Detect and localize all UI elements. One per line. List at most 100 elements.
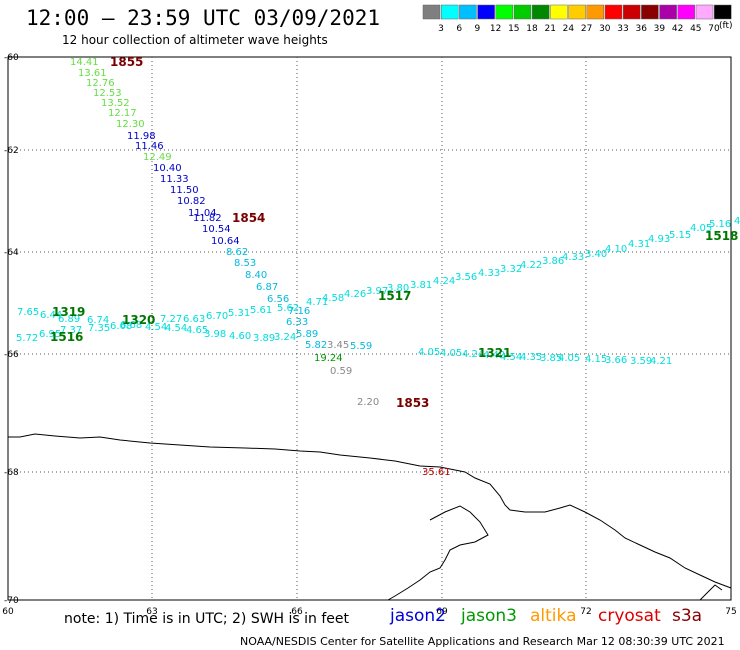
x-tick-label: 66 (291, 607, 303, 617)
wave-height-label: 13.61 (78, 68, 107, 79)
wave-height-label: 8.62 (226, 247, 248, 258)
coastline (8, 433, 732, 589)
legend-label: 39 (654, 24, 666, 34)
wave-height-label: 4.26 (344, 289, 366, 300)
legend-label: 3 (438, 24, 444, 34)
wave-height-label: 10.54 (202, 224, 231, 235)
legend-label: 30 (599, 24, 611, 34)
wave-height-label: 3.40 (585, 249, 607, 260)
mission-label-s3a: s3a (672, 606, 703, 626)
wave-height-label: 4.58 (322, 293, 344, 304)
wave-height-label: 12.49 (143, 152, 172, 163)
legend-swatch (568, 4, 586, 20)
footer-credit: NOAA/NESDIS Center for Satellite Applica… (240, 635, 725, 648)
legend-label: 6 (456, 24, 462, 34)
coastline-peninsula (699, 584, 723, 601)
wave-height-label: 2.20 (357, 397, 379, 408)
legend-swatch (550, 4, 568, 20)
lat-lon-grid (8, 57, 731, 600)
wave-height-label: 3.89 (253, 333, 275, 344)
x-tick-label: 60 (2, 607, 14, 617)
mission-label-jason2: jason2 (390, 606, 446, 626)
legend-label: 70 (708, 24, 720, 34)
mission-label-jason3: jason3 (461, 606, 517, 626)
wave-height-label: 5.16 (709, 219, 731, 230)
track-time-label: 1517 (378, 289, 411, 303)
wave-height-label: 3.81 (410, 280, 432, 291)
wave-height-label: 3.66 (605, 355, 627, 366)
wave-height-label: 6.70 (206, 311, 228, 322)
track-time-label: 1855 (110, 55, 143, 69)
map-subtitle: 12 hour collection of altimeter wave hei… (62, 33, 328, 47)
wave-height-label: 35.61 (422, 467, 451, 478)
wave-height-label: 4 (734, 216, 740, 227)
wave-height-label: 7.37 (60, 325, 82, 336)
legend-swatch (477, 4, 495, 20)
wave-height-label: 12.30 (116, 119, 145, 130)
y-tick-label: -64 (4, 248, 19, 258)
wave-height-label: 3.59 (630, 356, 652, 367)
y-tick-label: -62 (4, 146, 19, 156)
wave-height-label: 10.82 (177, 196, 206, 207)
wave-height-label: 3.24 (274, 332, 296, 343)
wave-height-label: 7.65 (17, 307, 39, 318)
legend-swatch (422, 4, 441, 20)
wave-height-label: 5.89 (296, 329, 318, 340)
legend-swatch (713, 4, 732, 20)
track-time-label: 1319 (52, 305, 85, 319)
legend-swatch (659, 4, 677, 20)
wave-height-label: 3.56 (455, 272, 477, 283)
legend-swatch (531, 4, 550, 20)
legend-swatch (495, 4, 514, 20)
wave-height-label: 6.95 (39, 329, 61, 340)
wave-height-label: 6.87 (256, 282, 278, 293)
wave-height-label: 6.74 (87, 315, 109, 326)
wave-height-label: 4.22 (520, 260, 542, 271)
wave-height-label: 4.35 (520, 352, 542, 363)
legend-label: 33 (617, 24, 628, 34)
legend-swatch (440, 4, 459, 20)
wave-height-label: 4.54 (500, 352, 522, 363)
legend-swatch (513, 4, 532, 20)
wave-height-label: 6.68 (110, 321, 132, 332)
wave-height-label: 11.98 (127, 131, 156, 142)
legend-swatch (622, 4, 641, 20)
wave-height-label: 5.72 (16, 333, 38, 344)
coastline-island (387, 505, 489, 601)
y-tick-label: -68 (4, 468, 19, 478)
wave-height-label: 4.21 (650, 356, 672, 367)
wave-height-label: 4.24 (462, 349, 484, 360)
legend-swatch (677, 4, 696, 20)
wave-height-label: 4.54 (165, 323, 187, 334)
legend-label: 27 (581, 24, 592, 34)
wave-height-label: 4.65 (186, 325, 208, 336)
track-time-label: 1854 (232, 211, 265, 225)
wave-height-label: 8.40 (245, 270, 267, 281)
color-legend (422, 4, 732, 20)
track-time-label: 1321 (478, 346, 511, 360)
wave-height-label: 4.93 (648, 234, 670, 245)
wave-height-label: 4.10 (605, 244, 627, 255)
y-tick-label: -60 (4, 53, 19, 63)
wave-height-label: 6.68 (120, 320, 142, 331)
wave-height-label: 6.63 (183, 314, 205, 325)
legend-label: 9 (475, 24, 481, 34)
wave-height-label: 4.05 (440, 348, 462, 359)
wave-height-label: 4.54 (145, 322, 167, 333)
mission-label-cryosat: cryosat (598, 606, 661, 626)
map-frame (7, 56, 732, 601)
wave-height-label: 10.40 (153, 163, 182, 174)
legend-label: 45 (690, 24, 701, 34)
wave-height-label: 10.64 (211, 236, 240, 247)
wave-height-label: 7.16 (288, 306, 310, 317)
y-tick-label: -70 (4, 596, 19, 606)
track-time-labels: 1855 1854 1853 1319 1320 1516 1517 1518 1321 (50, 55, 738, 410)
wave-height-label: 4.05 (418, 347, 440, 358)
legend-label: 12 (490, 24, 501, 34)
footer-note: note: 1) Time is in UTC; 2) SWH is in fe… (64, 611, 350, 627)
wave-height-label: 4.15 (585, 354, 607, 365)
map-title: 12:00 – 23:59 UTC 03/09/2021 (26, 6, 381, 30)
legend-units: (ft) (719, 21, 733, 31)
legend-label: 18 (526, 24, 538, 34)
